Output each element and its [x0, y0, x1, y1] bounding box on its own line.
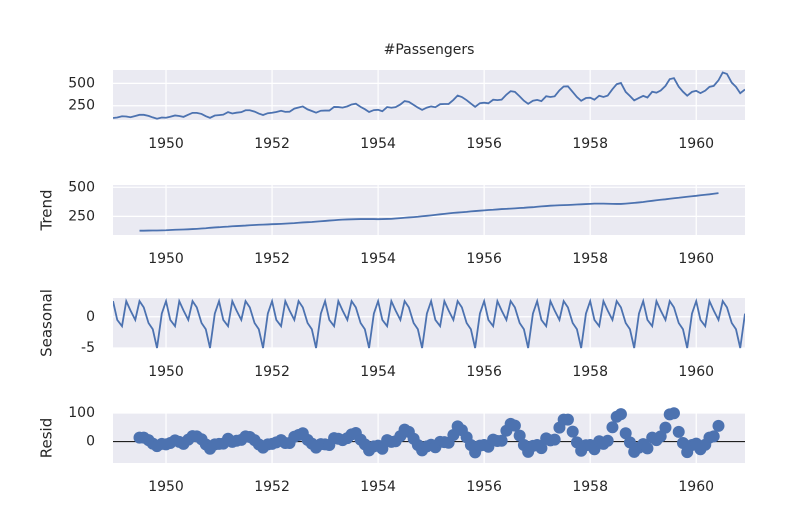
panel-title: #Passengers — [384, 42, 475, 58]
plot-background — [113, 70, 745, 120]
x-tick-label: 1958 — [572, 479, 608, 495]
resid-point — [495, 434, 508, 447]
x-tick-label: 1954 — [360, 479, 396, 495]
x-tick-label: 1958 — [572, 364, 608, 380]
x-tick-label: 1950 — [148, 364, 184, 380]
resid-point — [641, 442, 654, 455]
x-tick-label: 1952 — [254, 251, 290, 267]
resid-point — [508, 419, 521, 432]
y-tick-label: 0 — [86, 434, 95, 450]
resid-point — [712, 419, 725, 432]
series-line — [113, 297, 745, 349]
resid-point — [601, 434, 614, 447]
resid-point — [535, 442, 548, 455]
x-tick-label: 1958 — [572, 136, 608, 152]
y-tick-label: -5 — [81, 340, 95, 356]
resid-point — [667, 407, 680, 420]
x-tick-label: 1954 — [360, 251, 396, 267]
series-line — [139, 192, 719, 232]
panel: 1950 1952 1954 1956 1958 1960 0 100 Resid — [38, 405, 745, 495]
y-axis-label: Seasonal — [38, 289, 56, 357]
x-tick-label: 1958 — [572, 251, 608, 267]
x-tick-label: 1954 — [360, 364, 396, 380]
x-tick-label: 1952 — [254, 364, 290, 380]
x-tick-label: 1954 — [360, 136, 396, 152]
y-tick-label: 500 — [68, 179, 95, 195]
resid-point — [561, 413, 574, 426]
y-axis-label: Resid — [38, 418, 56, 458]
x-tick-label: 1950 — [148, 479, 184, 495]
y-axis-label: Trend — [38, 189, 56, 231]
resid-point — [606, 421, 619, 434]
resid-point — [566, 425, 579, 438]
panel: 1950 1952 1954 1956 1958 1960 250 500 Trend — [38, 179, 745, 267]
y-tick-label: 0 — [86, 309, 95, 325]
resid-point — [676, 437, 689, 449]
x-tick-label: 1956 — [466, 364, 502, 380]
resid-point — [513, 429, 526, 442]
x-tick-label: 1960 — [678, 479, 714, 495]
x-tick-label: 1960 — [678, 364, 714, 380]
x-tick-label: 1960 — [678, 136, 714, 152]
series-line — [113, 71, 745, 120]
panel: 1950 1952 1954 1956 1958 1960 250 500 #Passenger… — [68, 42, 745, 152]
resid-point — [659, 421, 672, 434]
panel: 1950 1952 1954 1956 1958 1960 -5 0 Seasonal — [38, 289, 745, 380]
resid-point — [619, 427, 632, 440]
y-tick-label: 100 — [68, 405, 95, 421]
y-tick-label: 250 — [68, 208, 95, 224]
resid-point — [654, 430, 667, 443]
x-tick-label: 1950 — [148, 136, 184, 152]
y-tick-label: 500 — [68, 75, 95, 91]
resid-point — [707, 430, 720, 443]
x-tick-label: 1956 — [466, 251, 502, 267]
resid-point — [623, 436, 636, 449]
x-tick-label: 1956 — [466, 136, 502, 152]
x-tick-label: 1952 — [254, 136, 290, 152]
y-tick-label: 250 — [68, 98, 95, 114]
resid-point — [548, 433, 561, 446]
x-tick-label: 1950 — [148, 251, 184, 267]
resid-point — [672, 425, 685, 438]
x-tick-label: 1956 — [466, 479, 502, 495]
x-tick-label: 1960 — [678, 251, 714, 267]
resid-point — [614, 408, 627, 421]
x-tick-label: 1952 — [254, 479, 290, 495]
